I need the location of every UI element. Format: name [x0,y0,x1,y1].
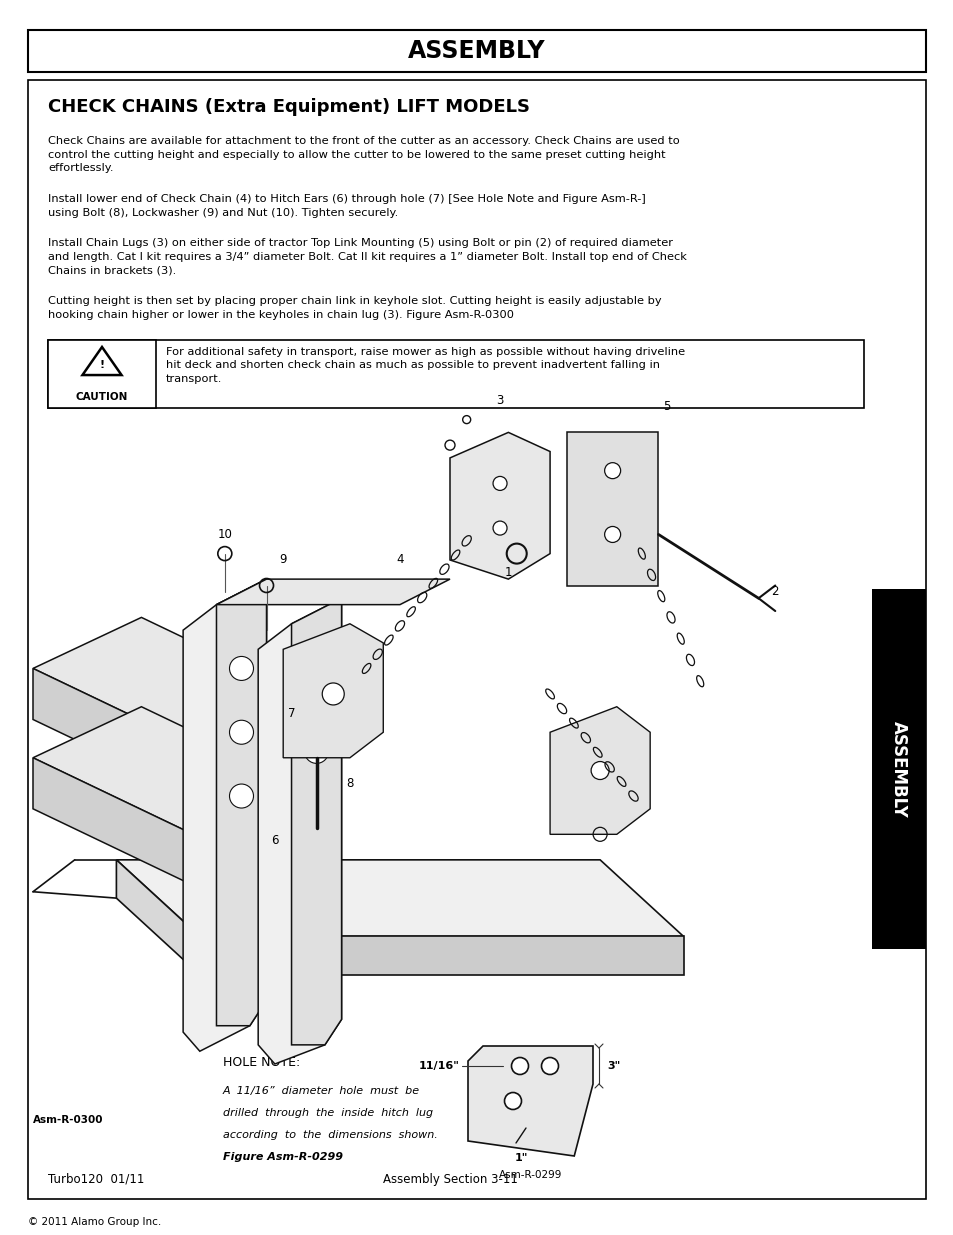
Bar [48,340,863,408]
Polygon shape [468,1046,593,1156]
Bar [48,340,156,408]
Text: HOLE NOTE:: HOLE NOTE: [223,1056,300,1070]
Text: ASSEMBLY: ASSEMBLY [889,721,907,818]
Text: 9: 9 [279,553,287,567]
Text: Install Chain Lugs (3) on either side of tractor Top Link Mounting (5) using Bol: Install Chain Lugs (3) on either side of… [48,238,686,275]
Text: CAUTION: CAUTION [75,391,128,403]
Circle shape [604,463,620,479]
Text: 7: 7 [288,706,295,720]
Text: 10: 10 [217,527,232,541]
Text: !: ! [99,361,105,370]
Text: Install lower end of Check Chain (4) to Hitch Ears (6) through hole (7) [See Hol: Install lower end of Check Chain (4) to … [48,194,645,217]
Circle shape [504,1093,521,1109]
Text: For additional safety in transport, raise mower as high as possible without havi: For additional safety in transport, rais… [166,347,684,384]
Text: 8: 8 [346,777,354,789]
Polygon shape [33,706,341,853]
Polygon shape [33,618,341,764]
Circle shape [322,683,344,705]
Circle shape [493,521,506,535]
Polygon shape [258,598,341,1065]
Circle shape [591,762,608,779]
Text: 1": 1" [514,1153,527,1163]
Polygon shape [33,758,233,904]
Text: Figure Asm-R-0299: Figure Asm-R-0299 [223,1152,343,1162]
Text: A  11/16”  diameter  hole  must  be: A 11/16” diameter hole must be [223,1086,419,1095]
Polygon shape [216,579,266,1026]
Text: 3": 3" [606,1061,619,1071]
Polygon shape [216,579,450,605]
Text: 4: 4 [395,553,403,567]
Bar [871,589,925,948]
Text: Assembly Section 3-11: Assembly Section 3-11 [382,1173,517,1186]
Polygon shape [566,432,658,585]
Text: CHECK CHAINS (Extra Equipment) LIFT MODELS: CHECK CHAINS (Extra Equipment) LIFT MODE… [48,98,530,116]
Text: 11/16": 11/16" [418,1061,459,1071]
Polygon shape [283,624,383,758]
Circle shape [304,676,328,699]
Polygon shape [292,598,341,1045]
Text: according  to  the  dimensions  shown.: according to the dimensions shown. [223,1130,437,1140]
Polygon shape [199,936,682,974]
Text: 3: 3 [496,394,503,408]
Polygon shape [82,347,121,375]
Circle shape [304,740,328,763]
Text: Turbo120  01/11: Turbo120 01/11 [48,1173,144,1186]
Circle shape [604,526,620,542]
Bar [28,30,925,72]
Text: drilled  through  the  inside  hitch  lug: drilled through the inside hitch lug [223,1108,433,1118]
Circle shape [230,657,253,680]
Polygon shape [33,668,233,815]
Text: 5: 5 [662,400,670,414]
Text: © 2011 Alamo Group Inc.: © 2011 Alamo Group Inc. [28,1216,161,1228]
Text: 6: 6 [271,834,278,847]
Circle shape [511,1057,528,1074]
Text: 2: 2 [771,585,779,599]
Circle shape [541,1057,558,1074]
Polygon shape [116,860,199,974]
Text: 1: 1 [504,566,512,579]
Text: Cutting height is then set by placing proper chain link in keyhole slot. Cutting: Cutting height is then set by placing pr… [48,296,661,320]
Text: Asm-R-0299: Asm-R-0299 [498,1170,561,1179]
Circle shape [493,477,506,490]
Text: Check Chains are available for attachment to the front of the cutter as an acces: Check Chains are available for attachmen… [48,136,679,173]
Text: ASSEMBLY: ASSEMBLY [408,40,545,63]
Polygon shape [450,432,550,579]
Polygon shape [183,579,266,1051]
Circle shape [230,720,253,745]
Polygon shape [550,706,650,835]
Circle shape [230,784,253,808]
Text: Asm-R-0300: Asm-R-0300 [33,1115,103,1125]
Polygon shape [116,860,682,936]
